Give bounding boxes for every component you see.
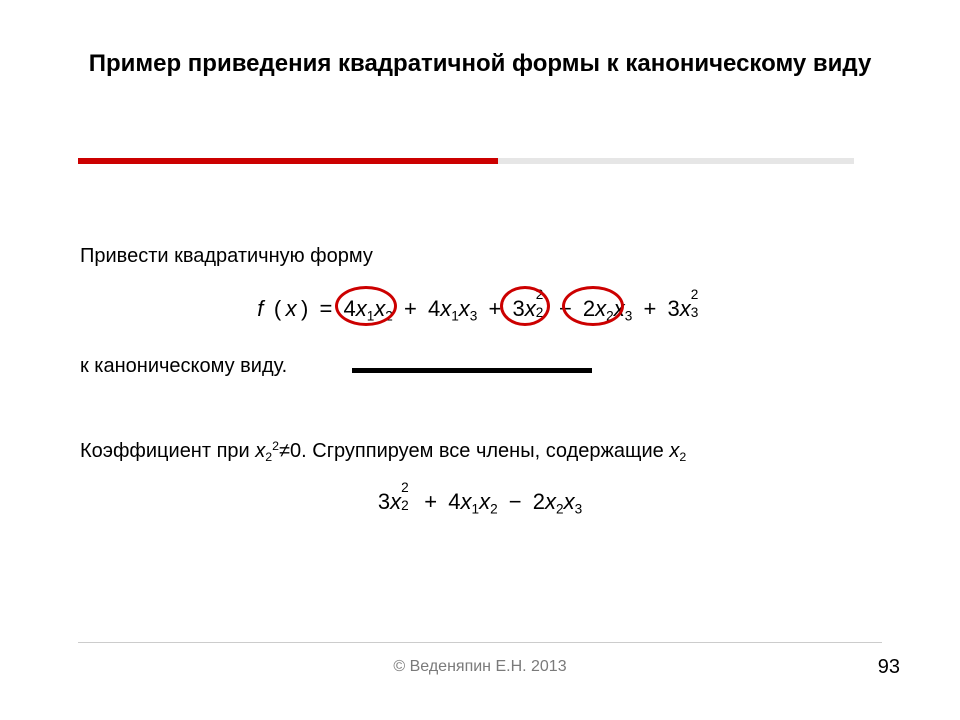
t5-x: x [680, 296, 691, 321]
g3-x2: x [564, 489, 575, 514]
divider-red [78, 158, 498, 164]
slide-title: Пример приведения квадратичной формы к к… [50, 48, 910, 80]
page-number: 93 [878, 656, 900, 679]
t2-s2: 3 [470, 308, 478, 323]
g1-sup: 2 [401, 480, 409, 495]
g2-s1: 1 [472, 501, 480, 516]
g-op-minus-1: − [509, 489, 522, 514]
formula-grouped: 3x22 + 4x1x2 − 2x2x3 [0, 487, 960, 516]
footer-line [78, 642, 882, 643]
term2: 4x1x3 [428, 296, 477, 321]
highlight-ellipse-2 [500, 286, 550, 326]
highlight-ellipse-3 [562, 286, 624, 326]
t2-s1: 1 [451, 308, 459, 323]
g-term1: 3x22 [378, 489, 413, 514]
divider-gray [498, 158, 854, 164]
t2-x1: x [440, 296, 451, 321]
g1-x: x [390, 489, 401, 514]
formula-main: f ( x ) = 4x1x2 + 4x1x3 + 3x22 − 2x2x3 +… [0, 294, 960, 323]
t4-s2: 3 [625, 308, 633, 323]
g3-coef: 2 [533, 489, 545, 514]
open-paren: ( [269, 296, 285, 321]
term5: 3x32 [667, 296, 702, 321]
op-plus-3: + [643, 296, 656, 321]
g3-x1: x [545, 489, 556, 514]
g3-s2: 3 [575, 501, 583, 516]
footer-copyright: © Веденяпин Е.Н. 2013 [0, 658, 960, 676]
intro3-ne: ≠0. [279, 440, 312, 462]
t2-x2: x [459, 296, 470, 321]
g-op-plus-1: + [424, 489, 437, 514]
fn-f: f [257, 296, 263, 321]
underline-black [352, 368, 592, 373]
g1-coef: 3 [378, 489, 390, 514]
t5-coef: 3 [667, 296, 679, 321]
intro-text-2: к каноническому виду. [80, 352, 880, 381]
fn-x: x [286, 296, 297, 321]
highlight-ellipse-1 [335, 286, 397, 326]
intro3-x: x [255, 440, 265, 462]
intro-text-3: Коэффициент при x22≠0. Сгруппируем все ч… [80, 437, 880, 467]
g-term3: 2x2x3 [533, 489, 582, 514]
intro-text-1: Привести квадратичную форму [80, 242, 880, 271]
intro3-mid: Сгруппируем все члены, содержащие [312, 440, 669, 462]
g2-x2: x [479, 489, 490, 514]
g3-s1: 2 [556, 501, 564, 516]
t5-sub: 3 [691, 305, 699, 320]
op-eq: = [319, 296, 332, 321]
intro3-pre: Коэффициент при [80, 440, 255, 462]
g-term2: 4x1x2 [448, 489, 497, 514]
t2-coef: 4 [428, 296, 440, 321]
t5-sup: 2 [691, 287, 699, 302]
g2-s2: 2 [490, 501, 498, 516]
close-paren: ) [297, 296, 309, 321]
g1-sub: 2 [401, 498, 409, 513]
intro3-x2sub: 2 [679, 450, 686, 464]
g2-x1: x [461, 489, 472, 514]
slide: Пример приведения квадратичной формы к к… [0, 0, 960, 720]
op-plus-1: + [404, 296, 417, 321]
intro3-x2: x [669, 440, 679, 462]
g2-coef: 4 [448, 489, 460, 514]
